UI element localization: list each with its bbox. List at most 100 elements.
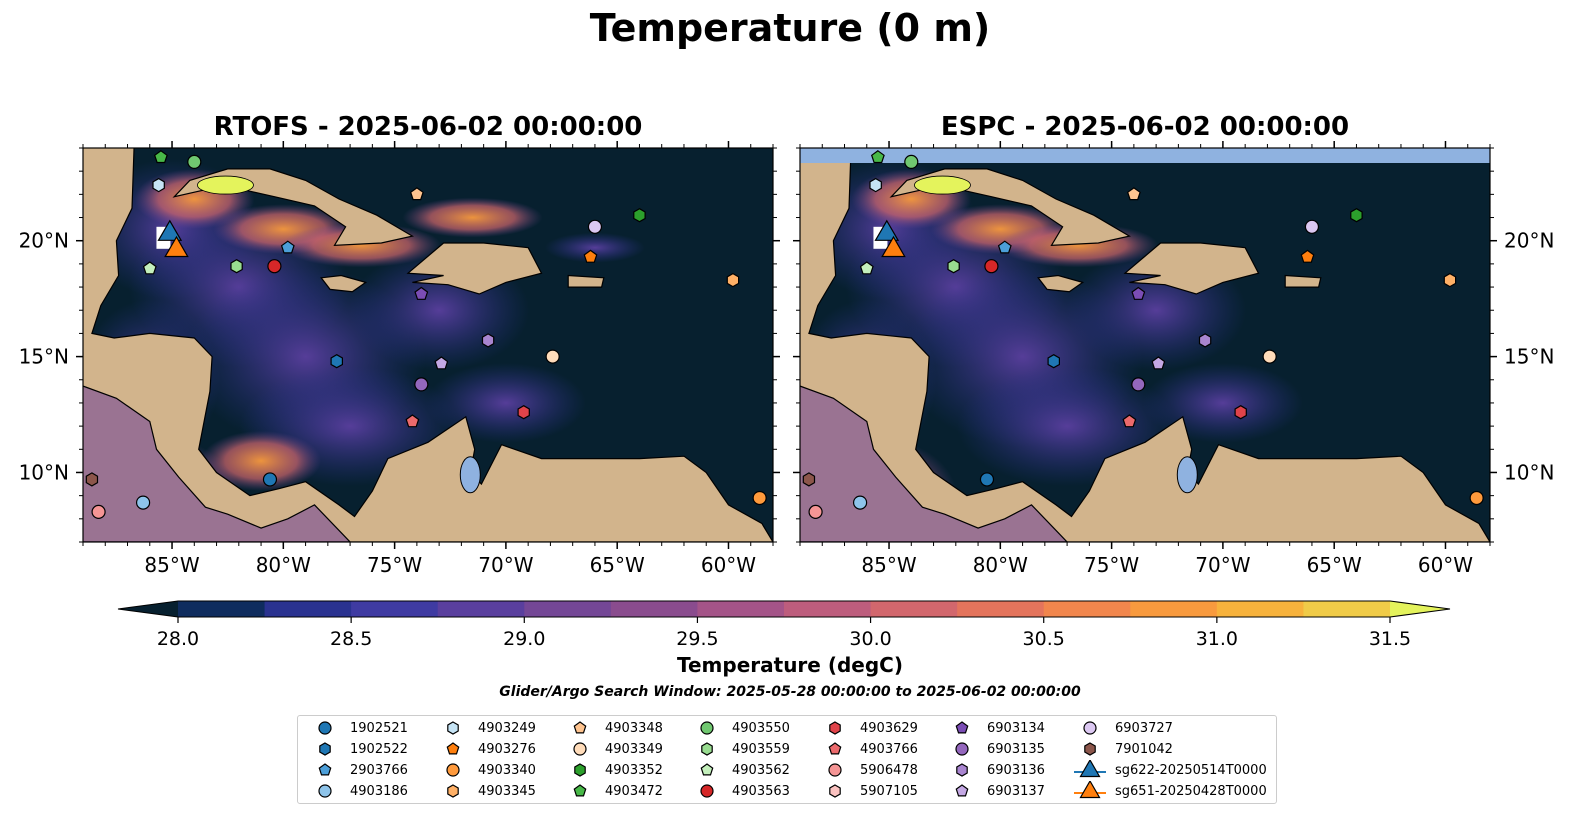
y-tick-label: 10°N — [19, 460, 69, 484]
legend-marker-hexagon — [574, 763, 586, 777]
legend-marker-hexagon — [829, 784, 841, 798]
legend-glyph — [573, 784, 587, 797]
legend-label: 4903349 — [605, 741, 663, 757]
x-tick-label: 65°W — [1307, 553, 1362, 577]
missing-data-band — [800, 148, 1490, 163]
legend-marker-circle — [700, 784, 714, 798]
legend-label: 4903249 — [478, 720, 536, 736]
x-tick-label: 70°W — [478, 553, 533, 577]
float-marker-4903629 — [517, 405, 530, 420]
x-tick-label: 85°W — [144, 553, 199, 577]
float-marker-4903766 — [405, 414, 420, 428]
map-panel-rtofs: 85°W 80°W 75°W 70°W 65°W 60°W 10°N 15°N 20°N — [19, 141, 780, 577]
colorbar-tick-label: 30.5 — [1023, 628, 1065, 650]
legend-marker-hexagon — [447, 721, 459, 735]
legend-glyph — [700, 721, 714, 735]
legend-glyph — [955, 742, 969, 756]
legend-glyph — [829, 784, 841, 798]
colorbar-tick-label: 31.0 — [1196, 628, 1238, 650]
float-marker-4903629 — [1234, 405, 1247, 420]
hot-spot — [914, 175, 971, 195]
legend-label: 4903629 — [860, 720, 918, 736]
y-tick-label: 10°N — [1504, 460, 1554, 484]
land-hisp — [406, 242, 543, 295]
legend-marker-hexagon — [1084, 742, 1096, 756]
x-tick-label: 70°W — [1195, 553, 1250, 577]
float-marker-4903559 — [947, 259, 960, 274]
legend-label: 5906478 — [860, 762, 918, 778]
figure-title: Temperature (0 m) — [589, 6, 991, 50]
float-marker-7901042 — [802, 472, 816, 487]
float-marker-4903472 — [153, 150, 168, 164]
legend-label: 4903559 — [732, 741, 790, 757]
legend-item-7901042: 7901042 — [1073, 739, 1173, 759]
colorbar-tick-label: 31.5 — [1369, 628, 1411, 650]
float-marker-4903348 — [409, 187, 424, 201]
colorbar-tick-label: 29.5 — [676, 628, 718, 650]
legend-item-1902521: 1902521 — [308, 718, 408, 738]
legend-marker-pentagon — [828, 742, 842, 755]
legend-marker-circle — [1083, 721, 1097, 735]
legend-marker-circle — [446, 763, 460, 777]
legend-item-4903766: 4903766 — [818, 739, 918, 759]
legend-marker-hexagon — [956, 763, 968, 777]
float-marker-4903352 — [633, 208, 646, 223]
legend-glyph — [318, 721, 332, 735]
colorbar-segment — [178, 601, 266, 617]
colorbar-segment — [351, 601, 439, 617]
panel-title-espc: ESPC - 2025-06-02 00:00:00 — [940, 112, 1350, 142]
legend-item-4903276: 4903276 — [436, 739, 536, 759]
legend-marker-pentagon — [318, 763, 332, 776]
float-marker-6903134 — [1131, 286, 1146, 300]
colorbar-extend-min — [118, 601, 178, 617]
float-marker-4903340 — [1469, 490, 1484, 506]
legend-marker-pentagon — [955, 784, 969, 797]
legend-label: 2903766 — [350, 762, 408, 778]
float-marker-7901042 — [85, 472, 99, 487]
y-tick-label: 20°N — [19, 229, 69, 253]
legend-marker-hexagon — [829, 721, 841, 735]
legend-label: sg651-20250428T0000 — [1115, 783, 1267, 799]
temperature-blob — [201, 430, 322, 491]
legend-item-5906478: 5906478 — [818, 760, 918, 780]
legend-item-4903472: 4903472 — [563, 781, 663, 801]
legend-item-4903559: 4903559 — [690, 739, 790, 759]
legend-glyph — [955, 784, 969, 797]
float-marker-6903135 — [1131, 377, 1146, 392]
land-jamaica — [1037, 274, 1085, 293]
colorbar-tick-label: 30.0 — [849, 628, 891, 650]
x-tick-label: 75°W — [1084, 553, 1139, 577]
legend-glyph — [1084, 742, 1096, 756]
legend-glyph — [700, 784, 714, 798]
legend-glyph — [955, 721, 969, 734]
legend-glyph — [1079, 779, 1101, 799]
float-marker-6903136 — [1198, 333, 1212, 348]
float-marker-5906478 — [91, 504, 106, 519]
colorbar-segment — [524, 601, 612, 617]
float-marker-4903349 — [545, 349, 560, 364]
colorbar-segment — [870, 601, 958, 617]
legend-glyph — [319, 742, 331, 756]
legend-marker-hexagon — [447, 784, 459, 798]
float-marker-4903352 — [1350, 208, 1363, 223]
float-marker-4903349 — [1262, 349, 1277, 364]
colorbar-segment — [264, 601, 352, 617]
legend-glyph — [446, 763, 460, 777]
land-hisp — [1123, 242, 1260, 295]
colorbar-segment — [1216, 601, 1304, 617]
float-marker-2903766 — [280, 240, 295, 254]
float-marker-4903562 — [859, 261, 874, 275]
float-marker-4903186 — [135, 495, 151, 510]
land-jamaica — [320, 274, 368, 293]
colorbar-tick-label: 29.0 — [503, 628, 545, 650]
colorbar-segment — [437, 601, 525, 617]
float-marker-5906478 — [808, 504, 823, 519]
legend-item-4903562: 4903562 — [690, 760, 790, 780]
map-panel-espc: 85°W 80°W 75°W 70°W 65°W 60°W 10°N 15°N 20°N — [793, 141, 1554, 577]
float-marker-6903727 — [587, 219, 603, 234]
float-marker-1902522 — [1047, 354, 1061, 369]
legend-glyph — [447, 784, 459, 798]
legend-label: 4903766 — [860, 741, 918, 757]
legend-item-4903345: 4903345 — [436, 781, 536, 801]
float-marker-4903559 — [230, 259, 243, 274]
